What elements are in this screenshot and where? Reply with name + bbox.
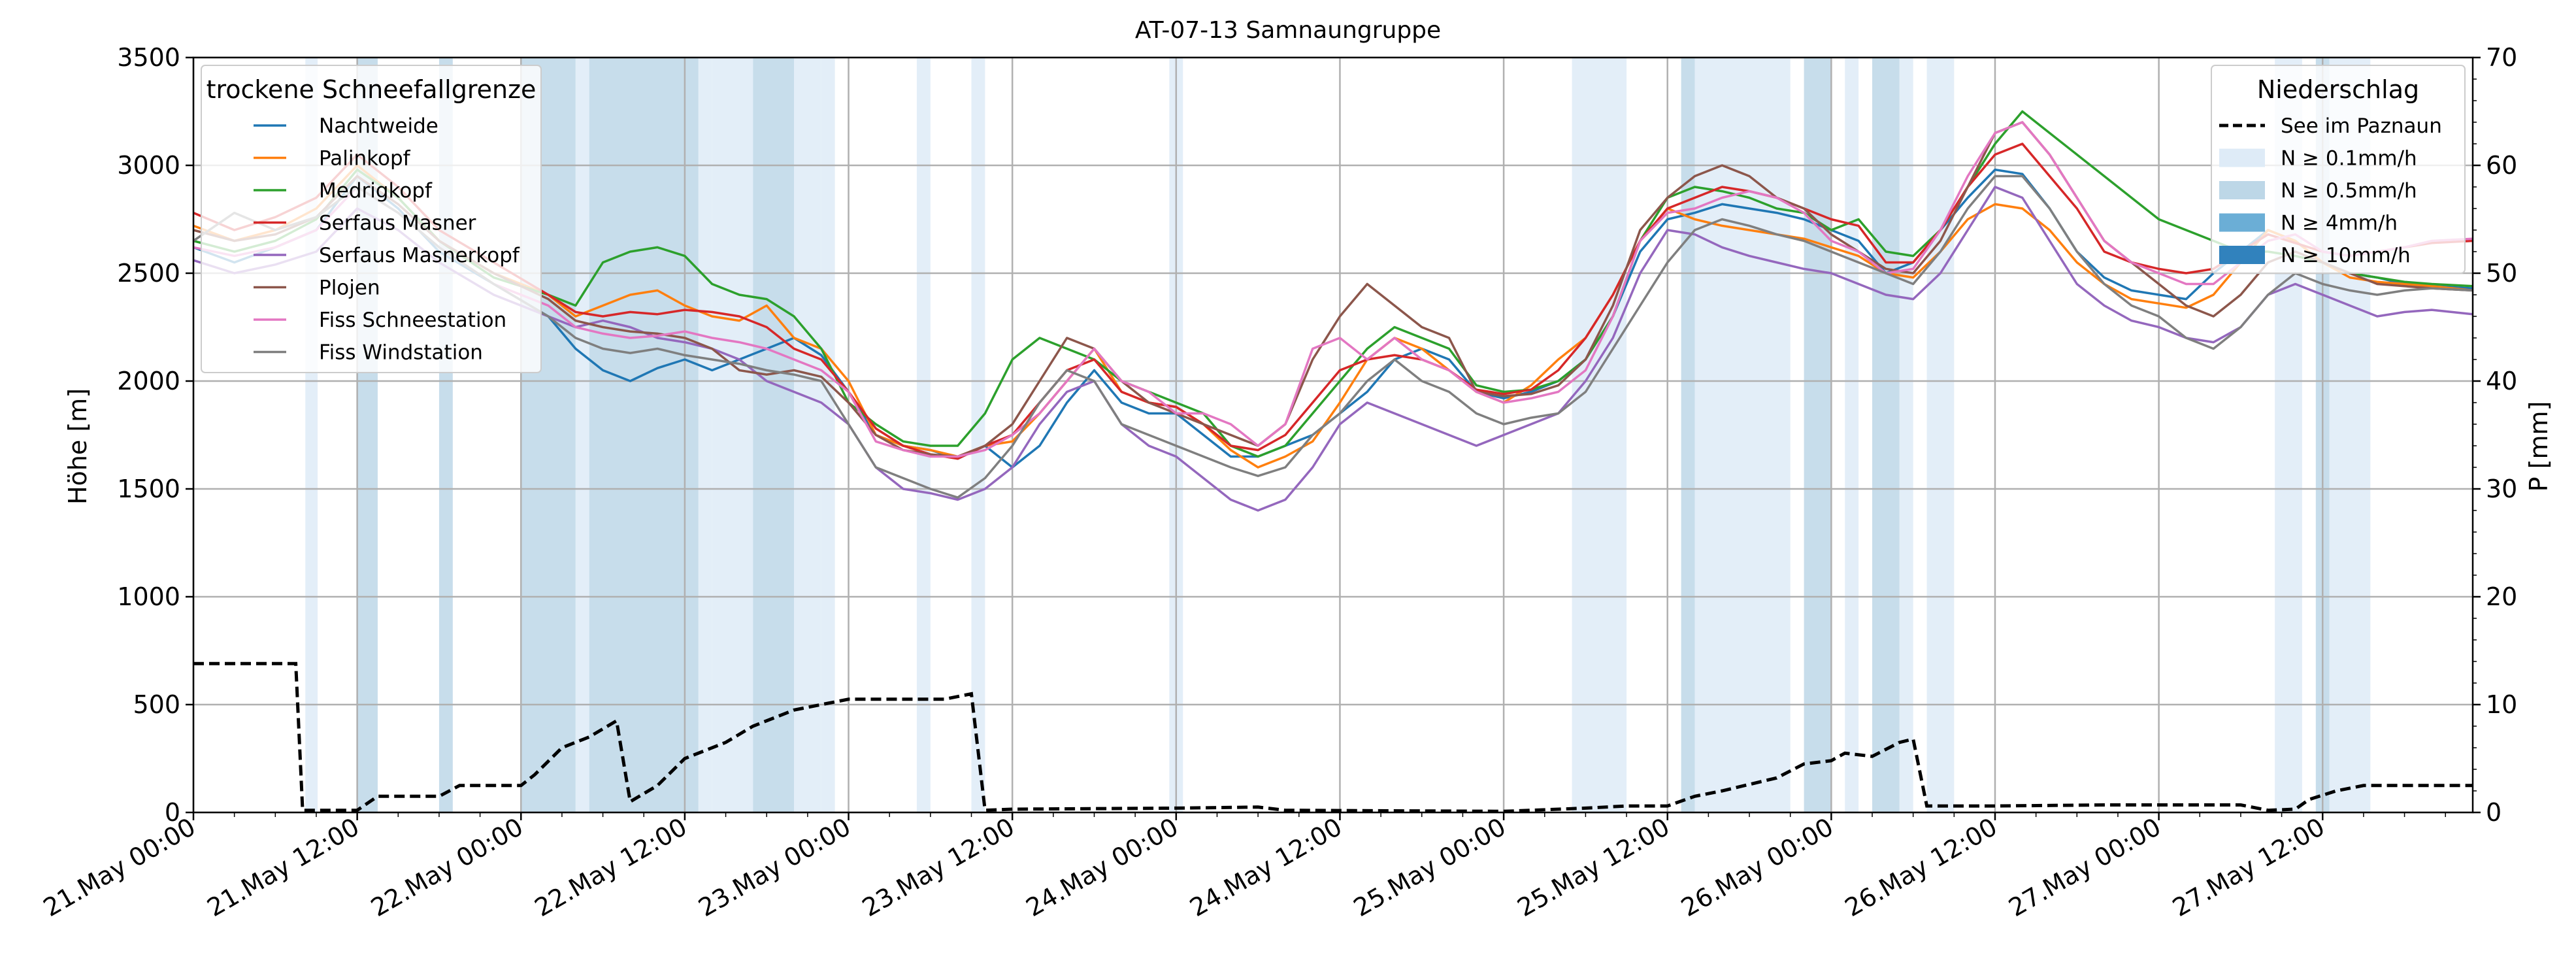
y2-tick-label: 60: [2486, 151, 2517, 180]
precip-band: [1681, 58, 1695, 812]
series-lines: [193, 110, 2473, 512]
legend-label: N ≥ 10mm/h: [2281, 244, 2411, 267]
y-tick-label: 3500: [117, 43, 180, 72]
precip-band: [712, 58, 753, 812]
precip-band: [1845, 58, 1859, 812]
legend-title: trockene Schneefallgrenze: [206, 75, 537, 104]
legend-stations: trockene Schneefallgrenze Nachtweide Palin…: [201, 65, 542, 373]
legend-label: Plojen: [319, 276, 380, 300]
legend-precipitation: Niederschlag See im Paznaun N ≥ 0.1mm/h N ≥…: [2211, 65, 2466, 274]
precip-band: [589, 58, 699, 812]
precip-band: [1804, 58, 1832, 812]
series-line: [193, 142, 2473, 460]
legend-label: Serfaus Masner: [319, 212, 476, 235]
chart-title: AT-07-13 Samnaungruppe: [1135, 17, 1441, 44]
legend-swatch: [2219, 148, 2265, 167]
precip-band: [753, 58, 794, 812]
legend-swatch: [2219, 181, 2265, 199]
precip-line: [193, 661, 2473, 813]
legend-label: See im Paznaun: [2281, 114, 2442, 138]
legend-label: N ≥ 0.1mm/h: [2281, 147, 2417, 171]
precip-band: [971, 58, 985, 812]
legend-label: N ≥ 4mm/h: [2281, 212, 2398, 235]
y-tick-label: 2000: [117, 367, 180, 395]
y-tick-label: 500: [133, 690, 180, 719]
legend-label: Medrigkopf: [319, 179, 433, 203]
series-line: [193, 175, 2473, 499]
y2-tick-label: 70: [2486, 43, 2517, 72]
series-line: [193, 110, 2473, 458]
y2-tick-label: 0: [2486, 798, 2502, 827]
y2-tick-label: 40: [2486, 367, 2517, 395]
y-tick-label: 1000: [117, 582, 180, 611]
y2-tick-label: 20: [2486, 582, 2517, 611]
y-tick-label: 0: [165, 798, 180, 827]
legend-swatch: [2219, 246, 2265, 264]
legend-box: [201, 65, 542, 373]
precip-band: [916, 58, 931, 812]
legend-label: N ≥ 0.5mm/h: [2281, 179, 2417, 203]
legend-title: Niederschlag: [2257, 75, 2419, 104]
y2-tick-label: 50: [2486, 259, 2517, 288]
y2-axis-label: P [mm]: [2524, 401, 2553, 492]
precip-band: [1899, 58, 1913, 812]
legend-swatch: [2219, 213, 2265, 232]
precip-band: [698, 58, 712, 812]
precip-band: [1926, 58, 1955, 812]
legend-label: Serfaus Masnerkopf: [319, 244, 520, 267]
precip-band: [793, 58, 821, 812]
precip-band: [1694, 58, 1791, 812]
precip-dashed-line: [193, 661, 2473, 813]
precip-band: [1572, 58, 1627, 812]
y2-tick-label: 10: [2486, 690, 2517, 719]
precip-band: [821, 58, 835, 812]
precip-band: [575, 58, 589, 812]
y-tick-label: 1500: [117, 475, 180, 503]
y-axis-label: Höhe [m]: [63, 388, 92, 505]
y-tick-label: 2500: [117, 259, 180, 288]
legend-label: Nachtweide: [319, 114, 438, 138]
series-line: [193, 186, 2473, 512]
series-line: [193, 121, 2473, 458]
legend-box: [2211, 65, 2466, 274]
legend-label: Fiss Schneestation: [319, 309, 506, 332]
legend-label: Fiss Windstation: [319, 341, 483, 365]
y-tick-label: 3000: [117, 151, 180, 180]
y2-tick-label: 30: [2486, 475, 2517, 503]
precip-band: [1872, 58, 1900, 812]
plot-frame: [192, 56, 2474, 814]
legend-label: Palinkopf: [319, 147, 411, 171]
